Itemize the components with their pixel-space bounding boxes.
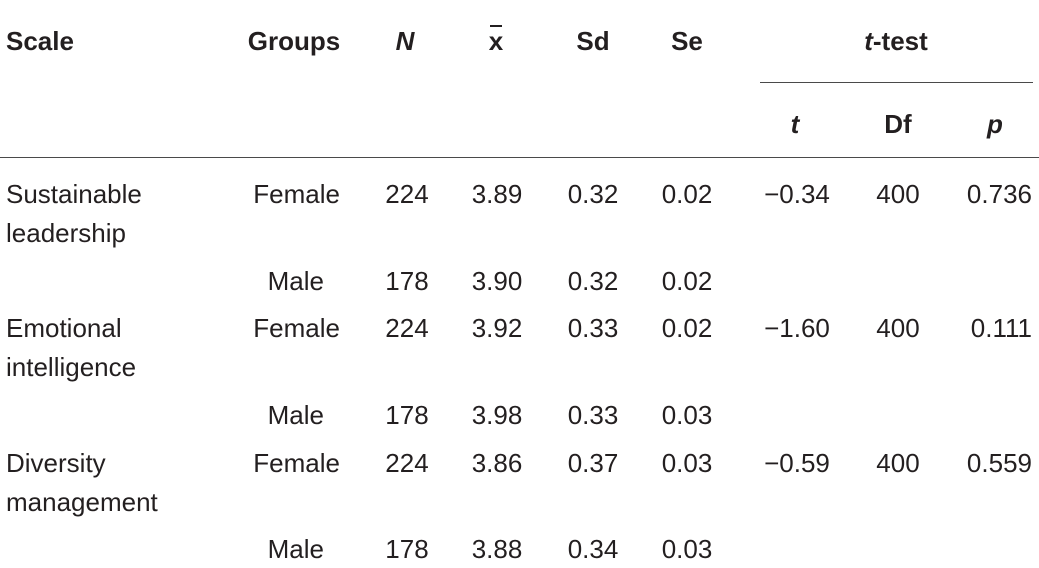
header-t: t [790, 109, 800, 139]
row-2-male-se: 0.03 [661, 400, 713, 430]
header-df: Df [884, 109, 912, 139]
row-3-male-n: 178 [385, 534, 429, 564]
row-3-scale-line2: management [6, 487, 158, 517]
row-2-t: −1.60 [764, 313, 830, 343]
header-mean: x [466, 22, 526, 60]
ttest-suffix: -test [872, 26, 928, 56]
row-2-scale-line2: intelligence [6, 352, 137, 382]
row-1-male-mean: 3.90 [471, 266, 523, 296]
header-rule [0, 157, 1039, 158]
row-2-male-n: 178 [385, 400, 429, 430]
row-1-male-sd: 0.32 [567, 266, 619, 296]
header-sd: Sd [576, 26, 610, 56]
mean-symbol: x [489, 22, 503, 60]
row-1-female-n: 224 [385, 179, 429, 209]
row-2-female-group: Female [253, 313, 340, 343]
row-3-df: 400 [876, 448, 920, 478]
row-2-male-group: Male [267, 400, 324, 430]
row-2-df: 400 [876, 313, 920, 343]
header-ttest: t-test [760, 22, 1032, 60]
row-1-male-se: 0.02 [661, 266, 713, 296]
row-2-male-sd: 0.33 [567, 400, 619, 430]
row-2-p: 0.111 [970, 313, 1032, 343]
row-1-scale-line1: Sustainable [6, 179, 142, 209]
row-3-p: 0.559 [966, 448, 1032, 478]
row-1-female-se: 0.02 [661, 179, 713, 209]
ttest-t-letter: t [864, 26, 873, 56]
row-1-female-sd: 0.32 [567, 179, 619, 209]
row-3-female-se: 0.03 [661, 448, 713, 478]
row-1-df: 400 [876, 179, 920, 209]
header-groups: Groups [247, 26, 341, 56]
row-3-female-mean: 3.86 [471, 448, 523, 478]
row-3-male-se: 0.03 [661, 534, 713, 564]
row-3-female-n: 224 [385, 448, 429, 478]
row-1-female-mean: 3.89 [471, 179, 523, 209]
row-3-male-mean: 3.88 [471, 534, 523, 564]
ttest-group-rule [760, 82, 1033, 83]
row-2-female-mean: 3.92 [471, 313, 523, 343]
row-1-female-group: Female [253, 179, 340, 209]
row-3-t: −0.59 [764, 448, 830, 478]
row-2-female-n: 224 [385, 313, 429, 343]
row-2-female-sd: 0.33 [567, 313, 619, 343]
row-2-scale-line1: Emotional [6, 313, 122, 343]
row-3-female-group: Female [253, 448, 340, 478]
row-1-t: −0.34 [764, 179, 830, 209]
row-3-scale-line1: Diversity [6, 448, 106, 478]
header-n: N [395, 26, 415, 56]
header-scale: Scale [6, 26, 74, 56]
header-p: p [987, 109, 1003, 139]
header-se: Se [671, 26, 703, 56]
row-3-male-group: Male [267, 534, 324, 564]
row-3-female-sd: 0.37 [567, 448, 619, 478]
row-2-male-mean: 3.98 [471, 400, 523, 430]
row-1-scale-line2: leadership [6, 218, 126, 248]
row-3-male-sd: 0.34 [567, 534, 619, 564]
row-2-female-se: 0.02 [661, 313, 713, 343]
row-1-male-group: Male [267, 266, 324, 296]
row-1-male-n: 178 [385, 266, 429, 296]
row-1-p: 0.736 [966, 179, 1032, 209]
